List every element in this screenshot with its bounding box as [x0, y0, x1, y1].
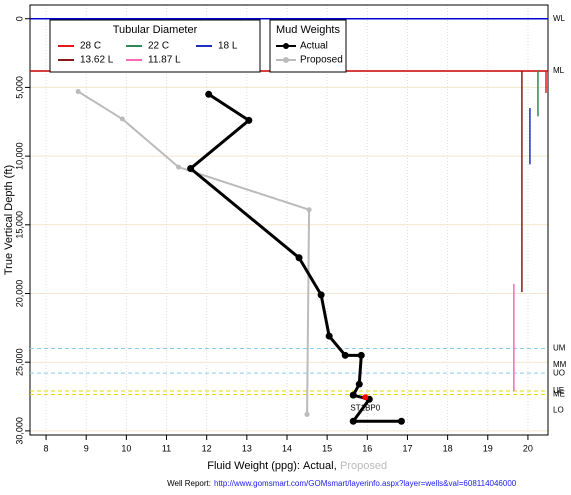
data-point	[119, 116, 125, 122]
legend-label: Proposed	[300, 55, 343, 66]
x-axis-label: Fluid Weight (ppg):	[207, 460, 300, 472]
data-point	[75, 89, 81, 95]
data-point	[304, 411, 310, 417]
legend-title: Mud Weights	[276, 24, 340, 36]
legend-swatch	[283, 43, 289, 49]
data-point	[341, 351, 349, 359]
marker-label: ML	[553, 66, 565, 75]
data-point	[397, 417, 405, 425]
annotation-point	[362, 394, 369, 401]
y-tick-label: 10,000	[14, 142, 24, 170]
legend-label: 13.62 L	[80, 55, 114, 66]
x-tick-label: 17	[402, 443, 412, 453]
y-tick-label: 20,000	[14, 280, 24, 308]
y-tick-label: 5,000	[14, 76, 24, 99]
data-point	[176, 164, 182, 170]
plot-frame	[29, 4, 549, 436]
y-tick-label: 30,000	[14, 417, 24, 445]
marker-label: LO	[553, 405, 564, 414]
marker-label: ME	[553, 390, 565, 399]
marker-label: MM	[553, 360, 567, 369]
marker-label: UO	[553, 368, 565, 377]
data-point	[306, 207, 312, 213]
y-axis-label: True Vertical Depth (ft)	[3, 165, 15, 275]
data-point	[357, 351, 365, 359]
legend-label: 11.87 L	[148, 55, 181, 66]
data-point	[317, 291, 325, 299]
footer-prefix: Well Report:	[167, 479, 211, 488]
legend-label: Actual	[300, 41, 328, 52]
x-tick-label: 8	[44, 443, 49, 453]
y-tick-label: 25,000	[14, 348, 24, 376]
y-tick-label: 15,000	[14, 211, 24, 239]
data-point	[295, 254, 303, 262]
legend-label: 28 C	[80, 41, 101, 52]
footer-link[interactable]: http://www.gomsmart.com/GOMsmart/layerin…	[214, 479, 517, 488]
data-point	[205, 90, 213, 98]
legend-label: 18 L	[218, 41, 238, 52]
data-point	[355, 380, 363, 388]
x-tick-label: 18	[443, 443, 453, 453]
x-tick-label: 11	[162, 443, 171, 453]
marker-label: UE	[553, 386, 564, 395]
x-tick-label: 12	[202, 443, 212, 453]
legend-title: Tubular Diameter	[113, 24, 198, 36]
x-tick-label: 20	[523, 443, 533, 453]
series-line	[77, 90, 311, 415]
x-axis-label-actual: Actual,	[303, 460, 337, 472]
annotation-label: ST1BP0	[350, 403, 380, 412]
x-tick-label: 9	[84, 443, 89, 453]
data-point	[349, 417, 357, 425]
data-point	[349, 391, 357, 399]
marker-label: UM	[553, 344, 566, 353]
x-tick-label: 14	[282, 443, 292, 453]
x-tick-label: 16	[362, 443, 372, 453]
data-point	[187, 164, 195, 172]
legend-box	[49, 19, 261, 73]
legend-label: 22 C	[148, 41, 169, 52]
x-tick-label: 10	[121, 443, 131, 453]
data-point	[245, 116, 253, 124]
marker-label: WL	[553, 14, 566, 23]
x-tick-label: 19	[483, 443, 493, 453]
x-tick-label: 15	[322, 443, 332, 453]
legend-swatch	[283, 57, 289, 63]
data-point	[325, 332, 333, 340]
x-tick-label: 13	[242, 443, 252, 453]
y-tick-label: 0	[14, 16, 24, 21]
x-axis-label-proposed: Proposed	[340, 460, 387, 472]
